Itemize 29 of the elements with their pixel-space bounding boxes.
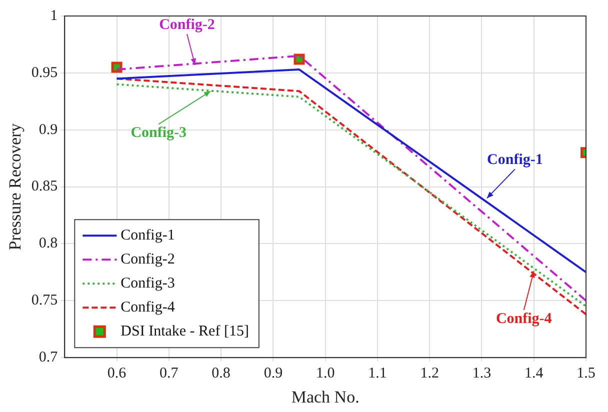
x-tick-label: 0.9: [264, 366, 283, 382]
point: [294, 54, 305, 65]
y-axis-title: Pressure Recovery: [6, 122, 25, 250]
legend-label: Config-4: [120, 300, 176, 316]
legend-label: Config-3: [120, 276, 175, 292]
y-tick-label: 0.75: [31, 292, 58, 309]
annotation: Config-4: [496, 310, 552, 327]
x-tick-label: 1.0: [316, 366, 335, 382]
legend-label: DSI Intake - Ref [15]: [120, 324, 249, 340]
annotation: Config-2: [159, 16, 215, 33]
y-tick-label: 0.95: [31, 64, 58, 81]
annotation: Config-1: [487, 152, 543, 168]
y-tick-label: 0.7: [38, 350, 58, 366]
annotation: Config-3: [130, 125, 187, 142]
legend-label: Config-2: [120, 252, 175, 268]
y-tick-label: 0.85: [31, 178, 58, 195]
legend-label: Config-1: [120, 228, 175, 244]
y-tick-label: 1: [50, 8, 58, 24]
x-tick-label: 0.6: [107, 366, 127, 382]
x-tick-label: 1.5: [576, 366, 596, 382]
x-tick-label: 1.4: [524, 366, 544, 382]
x-tick-label: 1.1: [368, 366, 387, 382]
x-tick-label: 1.2: [420, 366, 439, 382]
x-tick-label: 0.8: [212, 366, 230, 382]
y-tick-label: 0.8: [38, 236, 58, 252]
x-tick-label: 0.7: [160, 366, 179, 382]
y-tick-label: 0.9: [38, 122, 58, 138]
x-tick-label: 1.3: [472, 366, 492, 382]
x-axis-title: Mach No.: [291, 387, 360, 406]
